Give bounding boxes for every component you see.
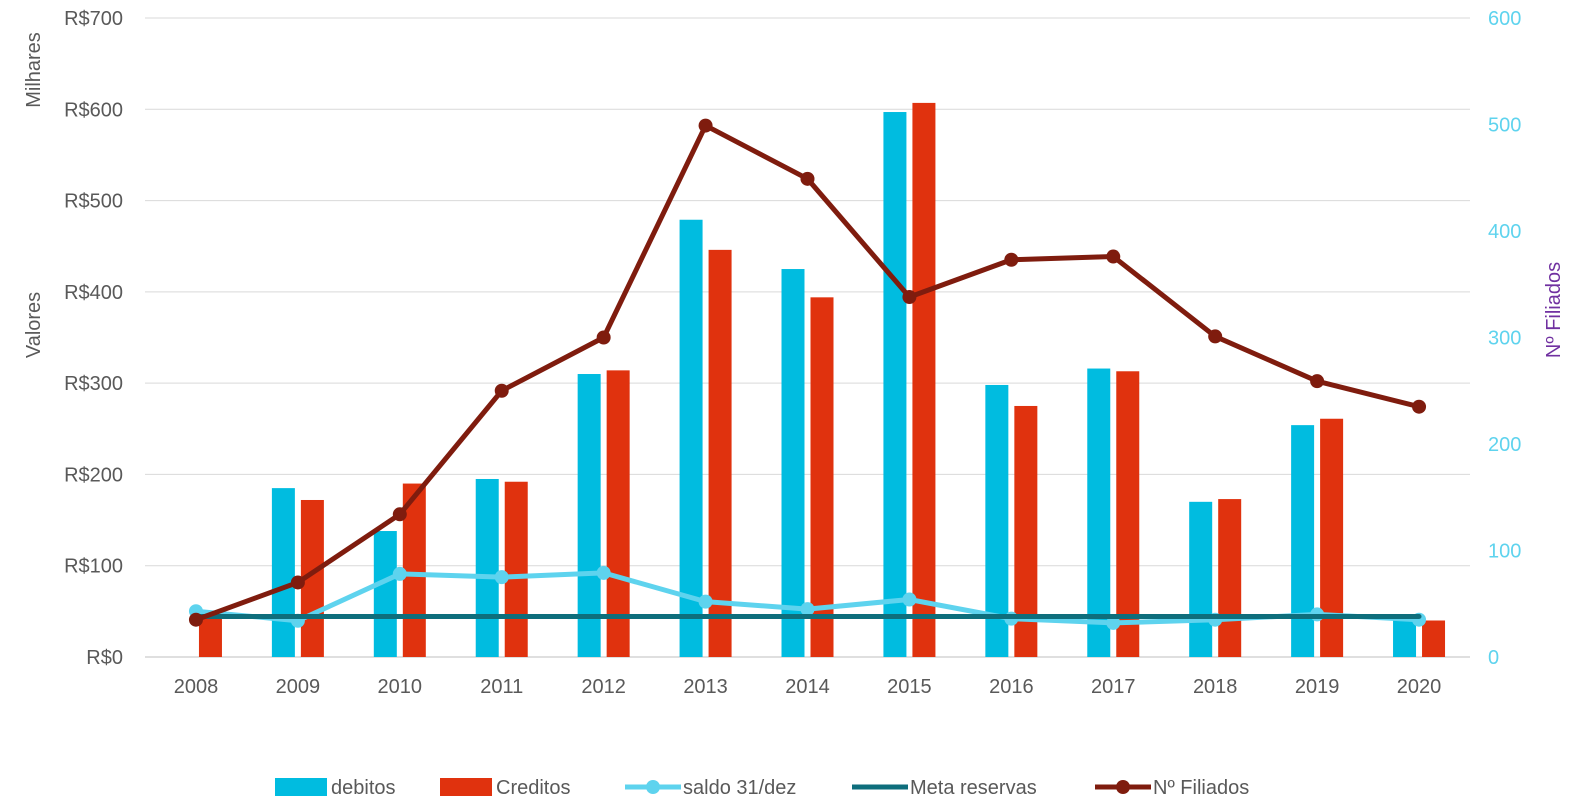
line-n-filiados-point bbox=[290, 575, 305, 590]
x-tick-label: 2013 bbox=[683, 676, 728, 698]
bar-debitos bbox=[985, 384, 1009, 657]
line-n-filiados-point bbox=[596, 330, 611, 345]
right-tick-label: 400 bbox=[1488, 221, 1521, 243]
bar-debitos bbox=[1189, 501, 1213, 657]
right-tick-label: 500 bbox=[1488, 115, 1521, 137]
x-tick-label: 2009 bbox=[276, 676, 321, 698]
legend-debitos-swatch bbox=[275, 778, 327, 796]
x-tick-label: 2020 bbox=[1397, 676, 1442, 698]
bar-creditos bbox=[402, 483, 426, 657]
bar-debitos bbox=[883, 112, 907, 657]
line-n-filiados-point bbox=[188, 612, 203, 627]
legend-saldo-31-dez-label: saldo 31/dez bbox=[683, 777, 796, 799]
right-tick-label: 300 bbox=[1488, 328, 1521, 350]
bar-debitos bbox=[1291, 425, 1315, 657]
line-n-filiados-point bbox=[1412, 399, 1427, 414]
legend-debitos-label: debitos bbox=[331, 777, 396, 799]
left-tick-label: R$100 bbox=[64, 556, 123, 578]
x-tick-label: 2017 bbox=[1091, 676, 1136, 698]
bar-debitos bbox=[475, 478, 499, 657]
line-saldo-31-dez-point bbox=[392, 566, 407, 581]
bar-creditos bbox=[1218, 499, 1242, 657]
bar-creditos bbox=[912, 102, 936, 658]
legend-saldo-31-dez-marker bbox=[646, 780, 660, 794]
right-tick-label: 0 bbox=[1488, 647, 1499, 669]
line-saldo-31-dez-point bbox=[1106, 615, 1121, 630]
bar-series bbox=[198, 102, 1446, 658]
bar-creditos bbox=[1116, 371, 1140, 657]
legend-meta-reservas-label: Meta reservas bbox=[910, 777, 1037, 799]
left-axis-title: Valores bbox=[23, 292, 45, 358]
x-axis-ticks: 2008 2009 2010 2011 2012 2013 2014 2015 2016 2017… bbox=[174, 676, 1442, 698]
line-saldo-31-dez-point bbox=[800, 602, 815, 617]
x-tick-label: 2012 bbox=[581, 676, 626, 698]
bar-creditos bbox=[1014, 405, 1038, 657]
bar-creditos bbox=[810, 297, 834, 657]
legend-n-filiados-marker bbox=[1116, 780, 1130, 794]
line-n-filiados-point bbox=[392, 507, 407, 522]
legend: debitos Creditos saldo 31/dez Meta reservas… bbox=[275, 777, 1249, 799]
legend-creditos-swatch bbox=[440, 778, 492, 796]
bar-debitos bbox=[577, 374, 601, 657]
line-saldo-31-dez-point bbox=[698, 594, 713, 609]
left-tick-label: R$500 bbox=[64, 191, 123, 213]
line-n-filiados-point bbox=[1208, 329, 1223, 344]
line-n-filiados-point bbox=[1310, 374, 1325, 389]
right-axis-ticks: 0 100 200 300 400 500 600 bbox=[1488, 8, 1521, 669]
line-n-filiados-point bbox=[698, 118, 713, 133]
line-n-filiados-point bbox=[1106, 249, 1121, 264]
bar-creditos bbox=[198, 618, 222, 657]
x-tick-label: 2015 bbox=[887, 676, 932, 698]
x-tick-label: 2016 bbox=[989, 676, 1034, 698]
bar-creditos bbox=[1320, 418, 1344, 657]
left-tick-label: R$600 bbox=[64, 99, 123, 121]
left-tick-label: R$200 bbox=[64, 464, 123, 486]
bar-debitos bbox=[373, 531, 397, 657]
line-saldo-31-dez-point bbox=[902, 592, 917, 607]
right-axis-title: Nº Filiados bbox=[1543, 262, 1565, 358]
line-saldo-31-dez-point bbox=[494, 570, 509, 585]
right-tick-label: 200 bbox=[1488, 434, 1521, 456]
left-tick-label: R$400 bbox=[64, 282, 123, 304]
x-tick-label: 2010 bbox=[378, 676, 423, 698]
left-tick-label: R$700 bbox=[64, 8, 123, 30]
x-tick-label: 2011 bbox=[480, 676, 523, 698]
line-series bbox=[188, 118, 1427, 630]
bar-debitos bbox=[679, 219, 703, 657]
line-n-filiados-point bbox=[1004, 252, 1019, 267]
bar-debitos bbox=[781, 269, 805, 657]
bar-debitos bbox=[1393, 614, 1417, 657]
legend-n-filiados-label: Nº Filiados bbox=[1153, 777, 1249, 799]
right-tick-label: 600 bbox=[1488, 8, 1521, 30]
left-axis-units-label: Milhares bbox=[23, 32, 45, 108]
left-tick-label: R$300 bbox=[64, 373, 123, 395]
left-tick-label: R$0 bbox=[86, 647, 123, 669]
line-n-filiados-point bbox=[494, 383, 509, 398]
right-tick-label: 100 bbox=[1488, 541, 1521, 563]
left-axis-ticks: R$0 R$100 R$200 R$300 R$400 R$500 R$600 R$700 bbox=[64, 8, 123, 669]
line-n-filiados-point bbox=[800, 171, 815, 186]
x-tick-label: 2019 bbox=[1295, 676, 1340, 698]
bar-creditos bbox=[708, 249, 732, 657]
x-tick-label: 2008 bbox=[174, 676, 219, 698]
x-tick-label: 2018 bbox=[1193, 676, 1238, 698]
bar-debitos bbox=[1087, 368, 1111, 657]
line-n-filiados-point bbox=[902, 290, 917, 305]
legend-creditos-label: Creditos bbox=[496, 777, 570, 799]
line-saldo-31-dez-point bbox=[596, 565, 611, 580]
bar-creditos bbox=[504, 481, 528, 657]
bar-creditos bbox=[606, 370, 630, 657]
x-tick-label: 2014 bbox=[785, 676, 830, 698]
bar-debitos bbox=[271, 488, 295, 657]
gridlines bbox=[145, 17, 1470, 658]
bar-creditos bbox=[1422, 620, 1446, 657]
